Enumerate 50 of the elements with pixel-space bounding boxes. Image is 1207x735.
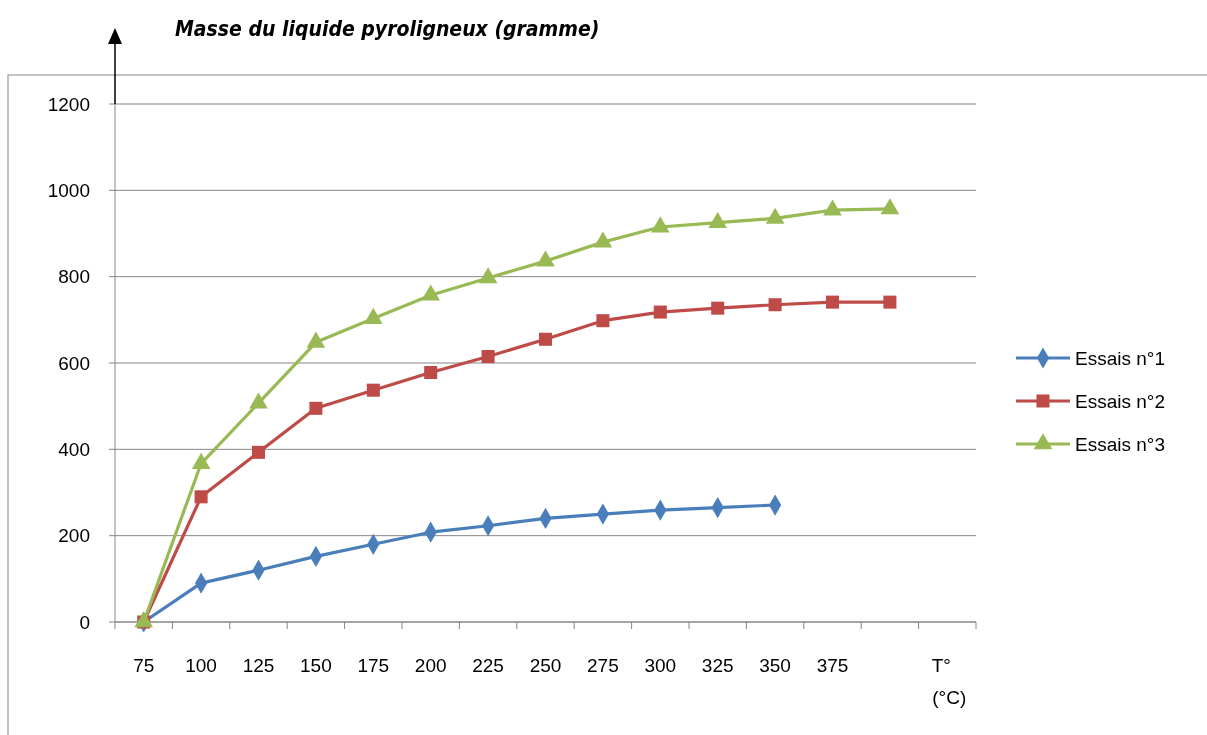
point [421,284,441,301]
point [825,295,840,309]
point [596,314,610,328]
point [536,250,555,267]
point [366,383,380,397]
x-tick-label: 250 [529,655,562,676]
x-tick-label: 350 [759,655,791,676]
x-tick-label: 175 [357,655,390,676]
point [249,392,268,409]
y-tick-label: 400 [58,438,90,460]
x-tick-label: 200 [414,655,447,676]
x-tick-label: 75 [133,655,155,676]
y-tick-label: 200 [58,525,90,547]
legend-label: Essais n°2 [1075,390,1165,412]
point [424,365,438,380]
x-tick-label: 100 [185,655,217,676]
point [768,298,782,312]
point [593,231,613,248]
y-tick-label: 0 [79,611,90,633]
point [481,350,495,364]
x-axis-title: T° (°C) [931,655,967,708]
x-tick-label: 300 [644,655,677,676]
x-tick-label: 325 [701,655,734,676]
point [883,295,897,309]
y-tick-label: 1200 [47,93,90,115]
point [306,331,326,348]
point [478,267,498,284]
legend-label: Essais n°1 [1075,347,1165,369]
point [880,198,900,215]
point [363,307,383,324]
point [538,332,553,346]
x-tick-label: 150 [300,655,332,676]
x-tick-label: 375 [816,655,849,676]
x-tick-label: 225 [472,655,504,676]
x-tick-label: 125 [242,655,275,676]
legend-label: Essais n°3 [1075,433,1165,455]
y-tick-label: 800 [58,266,90,288]
y-tick-label: 1000 [47,179,90,201]
point [765,207,785,224]
y-axis-title: Masse du liquide pyroligneux (gramme) [175,17,600,41]
point [711,301,725,315]
point [650,216,670,233]
point [823,199,842,216]
point [653,305,667,319]
y-tick-label: 600 [58,352,90,374]
point [194,490,208,504]
x-tick-label: 275 [587,655,619,676]
point [708,211,728,229]
point [251,445,266,459]
point [309,401,323,415]
